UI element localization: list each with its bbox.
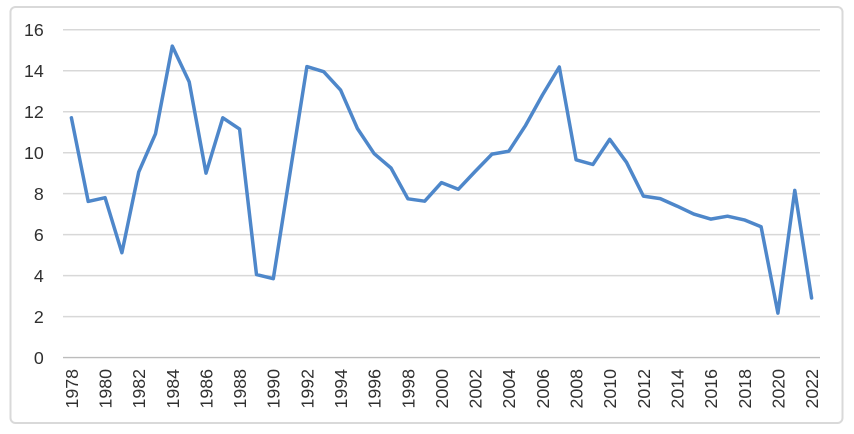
svg-text:14: 14 — [24, 61, 44, 81]
svg-text:2008: 2008 — [567, 369, 587, 409]
svg-text:2022: 2022 — [802, 369, 822, 409]
svg-text:2010: 2010 — [600, 369, 620, 409]
svg-text:1982: 1982 — [129, 369, 149, 409]
svg-text:1988: 1988 — [230, 369, 250, 409]
svg-text:2014: 2014 — [668, 369, 688, 409]
svg-text:2020: 2020 — [768, 369, 788, 409]
svg-text:1996: 1996 — [365, 369, 385, 409]
svg-text:2: 2 — [34, 307, 44, 327]
svg-text:12: 12 — [24, 102, 44, 122]
svg-text:2000: 2000 — [432, 369, 452, 409]
svg-text:1992: 1992 — [297, 369, 317, 409]
svg-text:16: 16 — [24, 20, 44, 40]
svg-text:6: 6 — [34, 225, 44, 245]
svg-text:1980: 1980 — [96, 369, 116, 409]
svg-text:8: 8 — [34, 184, 44, 204]
svg-text:1978: 1978 — [62, 369, 82, 409]
svg-text:1990: 1990 — [264, 369, 284, 409]
svg-text:2002: 2002 — [466, 369, 486, 409]
svg-text:2016: 2016 — [701, 369, 721, 409]
svg-text:4: 4 — [34, 266, 44, 286]
svg-text:1986: 1986 — [196, 369, 216, 409]
svg-text:1998: 1998 — [398, 369, 418, 409]
svg-text:2004: 2004 — [499, 369, 519, 409]
svg-text:10: 10 — [24, 143, 44, 163]
svg-text:1984: 1984 — [163, 369, 183, 409]
svg-text:1994: 1994 — [331, 369, 351, 409]
svg-text:0: 0 — [34, 348, 44, 368]
svg-text:2018: 2018 — [735, 369, 755, 409]
svg-text:2006: 2006 — [533, 369, 553, 409]
svg-text:2012: 2012 — [634, 369, 654, 409]
